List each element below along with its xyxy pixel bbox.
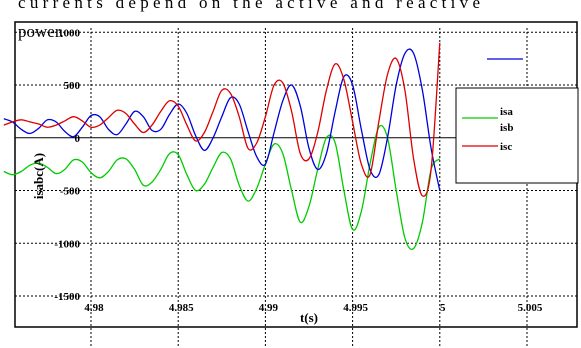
legend-label-isb: isb <box>500 122 513 134</box>
legend-box <box>455 87 579 184</box>
series-line-isa <box>3 124 441 250</box>
y-tick-label-0: 1000 <box>58 27 81 39</box>
y-tick-label-5: -1500 <box>54 291 80 303</box>
x-tick-label-3: 4.995 <box>343 302 368 314</box>
x-axis-label: t(s) <box>300 310 318 325</box>
caption-line-2: power. <box>18 22 64 41</box>
y-tick-label-4: -1000 <box>54 238 80 250</box>
series-line-isc <box>3 42 441 197</box>
x-tick-label-2: 4.99 <box>259 302 279 314</box>
legend: isa isb isc <box>455 58 579 184</box>
x-tick-label-4: 5 <box>440 302 446 314</box>
x-tick-label-1: 4.985 <box>169 302 194 314</box>
y-tick-label-3: -500 <box>60 186 81 198</box>
caption-line-1: currents depend on the active and reacti… <box>18 0 480 12</box>
series-lines <box>3 42 441 250</box>
x-tick-label-0: 4.98 <box>84 302 104 314</box>
y-tick-labels: 1000 500 0 -500 -1000 -1500 <box>54 27 80 303</box>
grid-lines <box>15 28 577 346</box>
y-axis-label: isabc(A) <box>31 153 46 199</box>
legend-label-isa: isa <box>500 106 513 118</box>
x-tick-labels: 4.98 4.985 4.99 4.995 5 5.005 <box>84 302 543 314</box>
series-line-isb <box>3 48 441 191</box>
y-tick-label-2: 0 <box>75 133 81 145</box>
x-tick-label-5: 5.005 <box>518 302 543 314</box>
legend-label-isc: isc <box>500 141 512 153</box>
y-tick-label-1: 500 <box>64 80 81 92</box>
